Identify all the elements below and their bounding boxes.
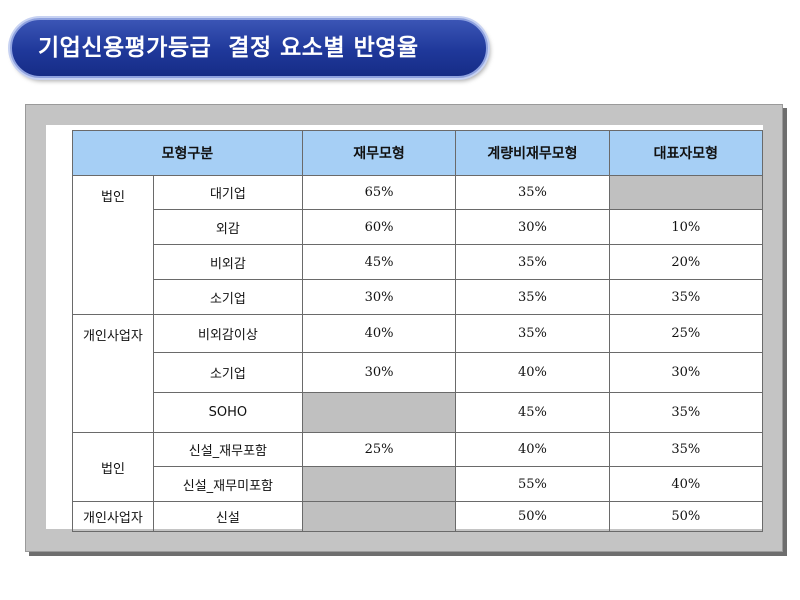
row-sub-label: 소기업 — [152, 279, 303, 315]
table-row: 법인 대기업 65% 35% — [72, 175, 764, 315]
cell-representative-empty — [608, 175, 764, 210]
group-label-sole-proprietor: 개인사업자 — [72, 314, 154, 433]
row-sub-label: 소기업 — [152, 352, 303, 393]
cell-quant-nonfinancial: 55% — [455, 466, 610, 502]
table-panel: 모형구분 재무모형 계량비재무모형 대표자모형 법인 대기업 65% 35% 외… — [46, 125, 764, 532]
table-header-row: 모형구분 재무모형 계량비재무모형 대표자모형 — [72, 130, 764, 176]
row-sub-label: 대기업 — [152, 175, 303, 210]
table-row: SOHO 45% 35% — [73, 392, 764, 433]
title-banner: 기업신용평가등급 결정 요소별 반영율 — [10, 18, 488, 78]
cell-quant-nonfinancial: 40% — [455, 352, 610, 393]
cell-financial: 25% — [301, 432, 457, 467]
cell-representative: 35% — [608, 392, 764, 433]
rating-weight-table: 모형구분 재무모형 계량비재무모형 대표자모형 법인 대기업 65% 35% 외… — [72, 130, 764, 532]
page-title: 기업신용평가등급 결정 요소별 반영율 — [38, 35, 419, 61]
cell-representative: 25% — [608, 314, 764, 353]
group-label-sole-proprietor-new: 개인사업자 — [72, 501, 154, 532]
cell-quant-nonfinancial: 35% — [455, 279, 610, 315]
row-sub-label: 비외감 — [152, 244, 303, 280]
row-sub-label: 비외감이상 — [152, 314, 303, 353]
row-sub-label: 신설_재무미포함 — [152, 466, 303, 502]
cell-financial: 65% — [301, 175, 457, 210]
group-label-corporation-new: 법인 — [72, 432, 154, 502]
cell-financial: 40% — [301, 314, 457, 353]
cell-representative: 50% — [608, 501, 764, 532]
cell-quant-nonfinancial: 40% — [455, 432, 610, 467]
table-frame: 모형구분 재무모형 계량비재무모형 대표자모형 법인 대기업 65% 35% 외… — [25, 104, 783, 552]
header-financial: 재무모형 — [301, 130, 457, 176]
table-row: 비외감 45% 35% 20% — [73, 244, 764, 280]
cell-financial: 30% — [301, 279, 457, 315]
header-representative: 대표자모형 — [608, 130, 764, 176]
header-model-type: 모형구분 — [72, 130, 303, 176]
cell-representative: 35% — [608, 432, 764, 467]
cell-financial: 30% — [301, 352, 457, 393]
row-sub-label: 신설_재무포함 — [152, 432, 303, 467]
table-row: 법인 신설_재무포함 25% 40% 35% — [72, 432, 764, 502]
cell-representative: 20% — [608, 244, 764, 280]
cell-representative: 10% — [608, 209, 764, 245]
cell-financial-empty — [301, 466, 457, 502]
cell-quant-nonfinancial: 35% — [455, 314, 610, 353]
cell-financial: 45% — [301, 244, 457, 280]
table-row: 신설_재무미포함 55% 40% — [73, 466, 764, 502]
cell-financial: 60% — [301, 209, 457, 245]
table-row: 소기업 30% 35% 35% — [73, 279, 764, 315]
cell-representative: 35% — [608, 279, 764, 315]
row-sub-label: 신설 — [152, 501, 303, 532]
cell-representative: 30% — [608, 352, 764, 393]
cell-representative: 40% — [608, 466, 764, 502]
table-row: 외감 60% 30% 10% — [73, 209, 764, 245]
table-row: 개인사업자 신설 50% 50% — [72, 501, 764, 532]
cell-financial-empty — [301, 501, 457, 532]
header-quant-nonfinancial: 계량비재무모형 — [455, 130, 610, 176]
group-label-corporation: 법인 — [72, 175, 154, 315]
cell-financial-empty — [301, 392, 457, 433]
table-row: 개인사업자 비외감이상 40% 35% 25% — [72, 314, 764, 433]
cell-quant-nonfinancial: 35% — [455, 244, 610, 280]
row-sub-label: SOHO — [152, 392, 303, 433]
cell-quant-nonfinancial: 45% — [455, 392, 610, 433]
cell-quant-nonfinancial: 50% — [455, 501, 610, 532]
cell-quant-nonfinancial: 35% — [455, 175, 610, 210]
cell-quant-nonfinancial: 30% — [455, 209, 610, 245]
table-row: 소기업 30% 40% 30% — [73, 352, 764, 393]
row-sub-label: 외감 — [152, 209, 303, 245]
